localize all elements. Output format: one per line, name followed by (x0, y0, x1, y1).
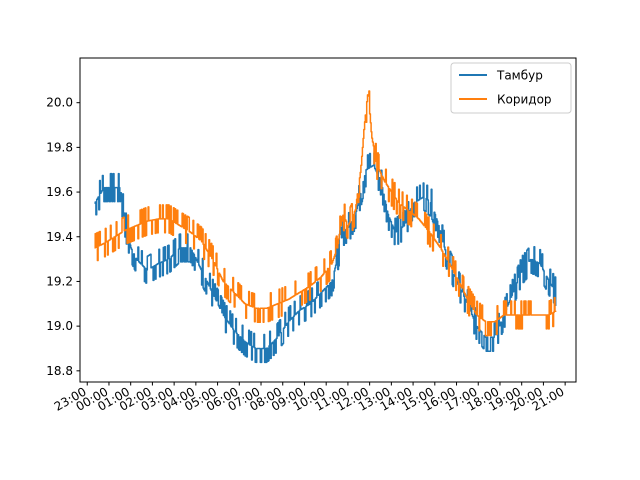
y-tick-label: 19.0 (46, 319, 73, 333)
y-tick-label: 20.0 (46, 96, 73, 110)
series-layer (94, 90, 557, 364)
legend: Тамбур Коридор (450, 62, 572, 114)
y-tick-label: 19.6 (46, 185, 73, 199)
y-axis: 18.8 19.0 19.2 19.4 19.6 19.8 20.0 (46, 96, 80, 378)
y-tick-label: 19.2 (46, 274, 73, 288)
plot-frame (79, 57, 577, 383)
y-tick-label: 18.8 (46, 364, 73, 378)
y-tick-label: 19.4 (46, 230, 73, 244)
y-tick-label: 19.8 (46, 140, 73, 154)
series-line-koridor (94, 90, 557, 337)
legend-label-koridor: Коридор (497, 93, 552, 107)
legend-label-tambur: Тамбур (496, 69, 543, 83)
